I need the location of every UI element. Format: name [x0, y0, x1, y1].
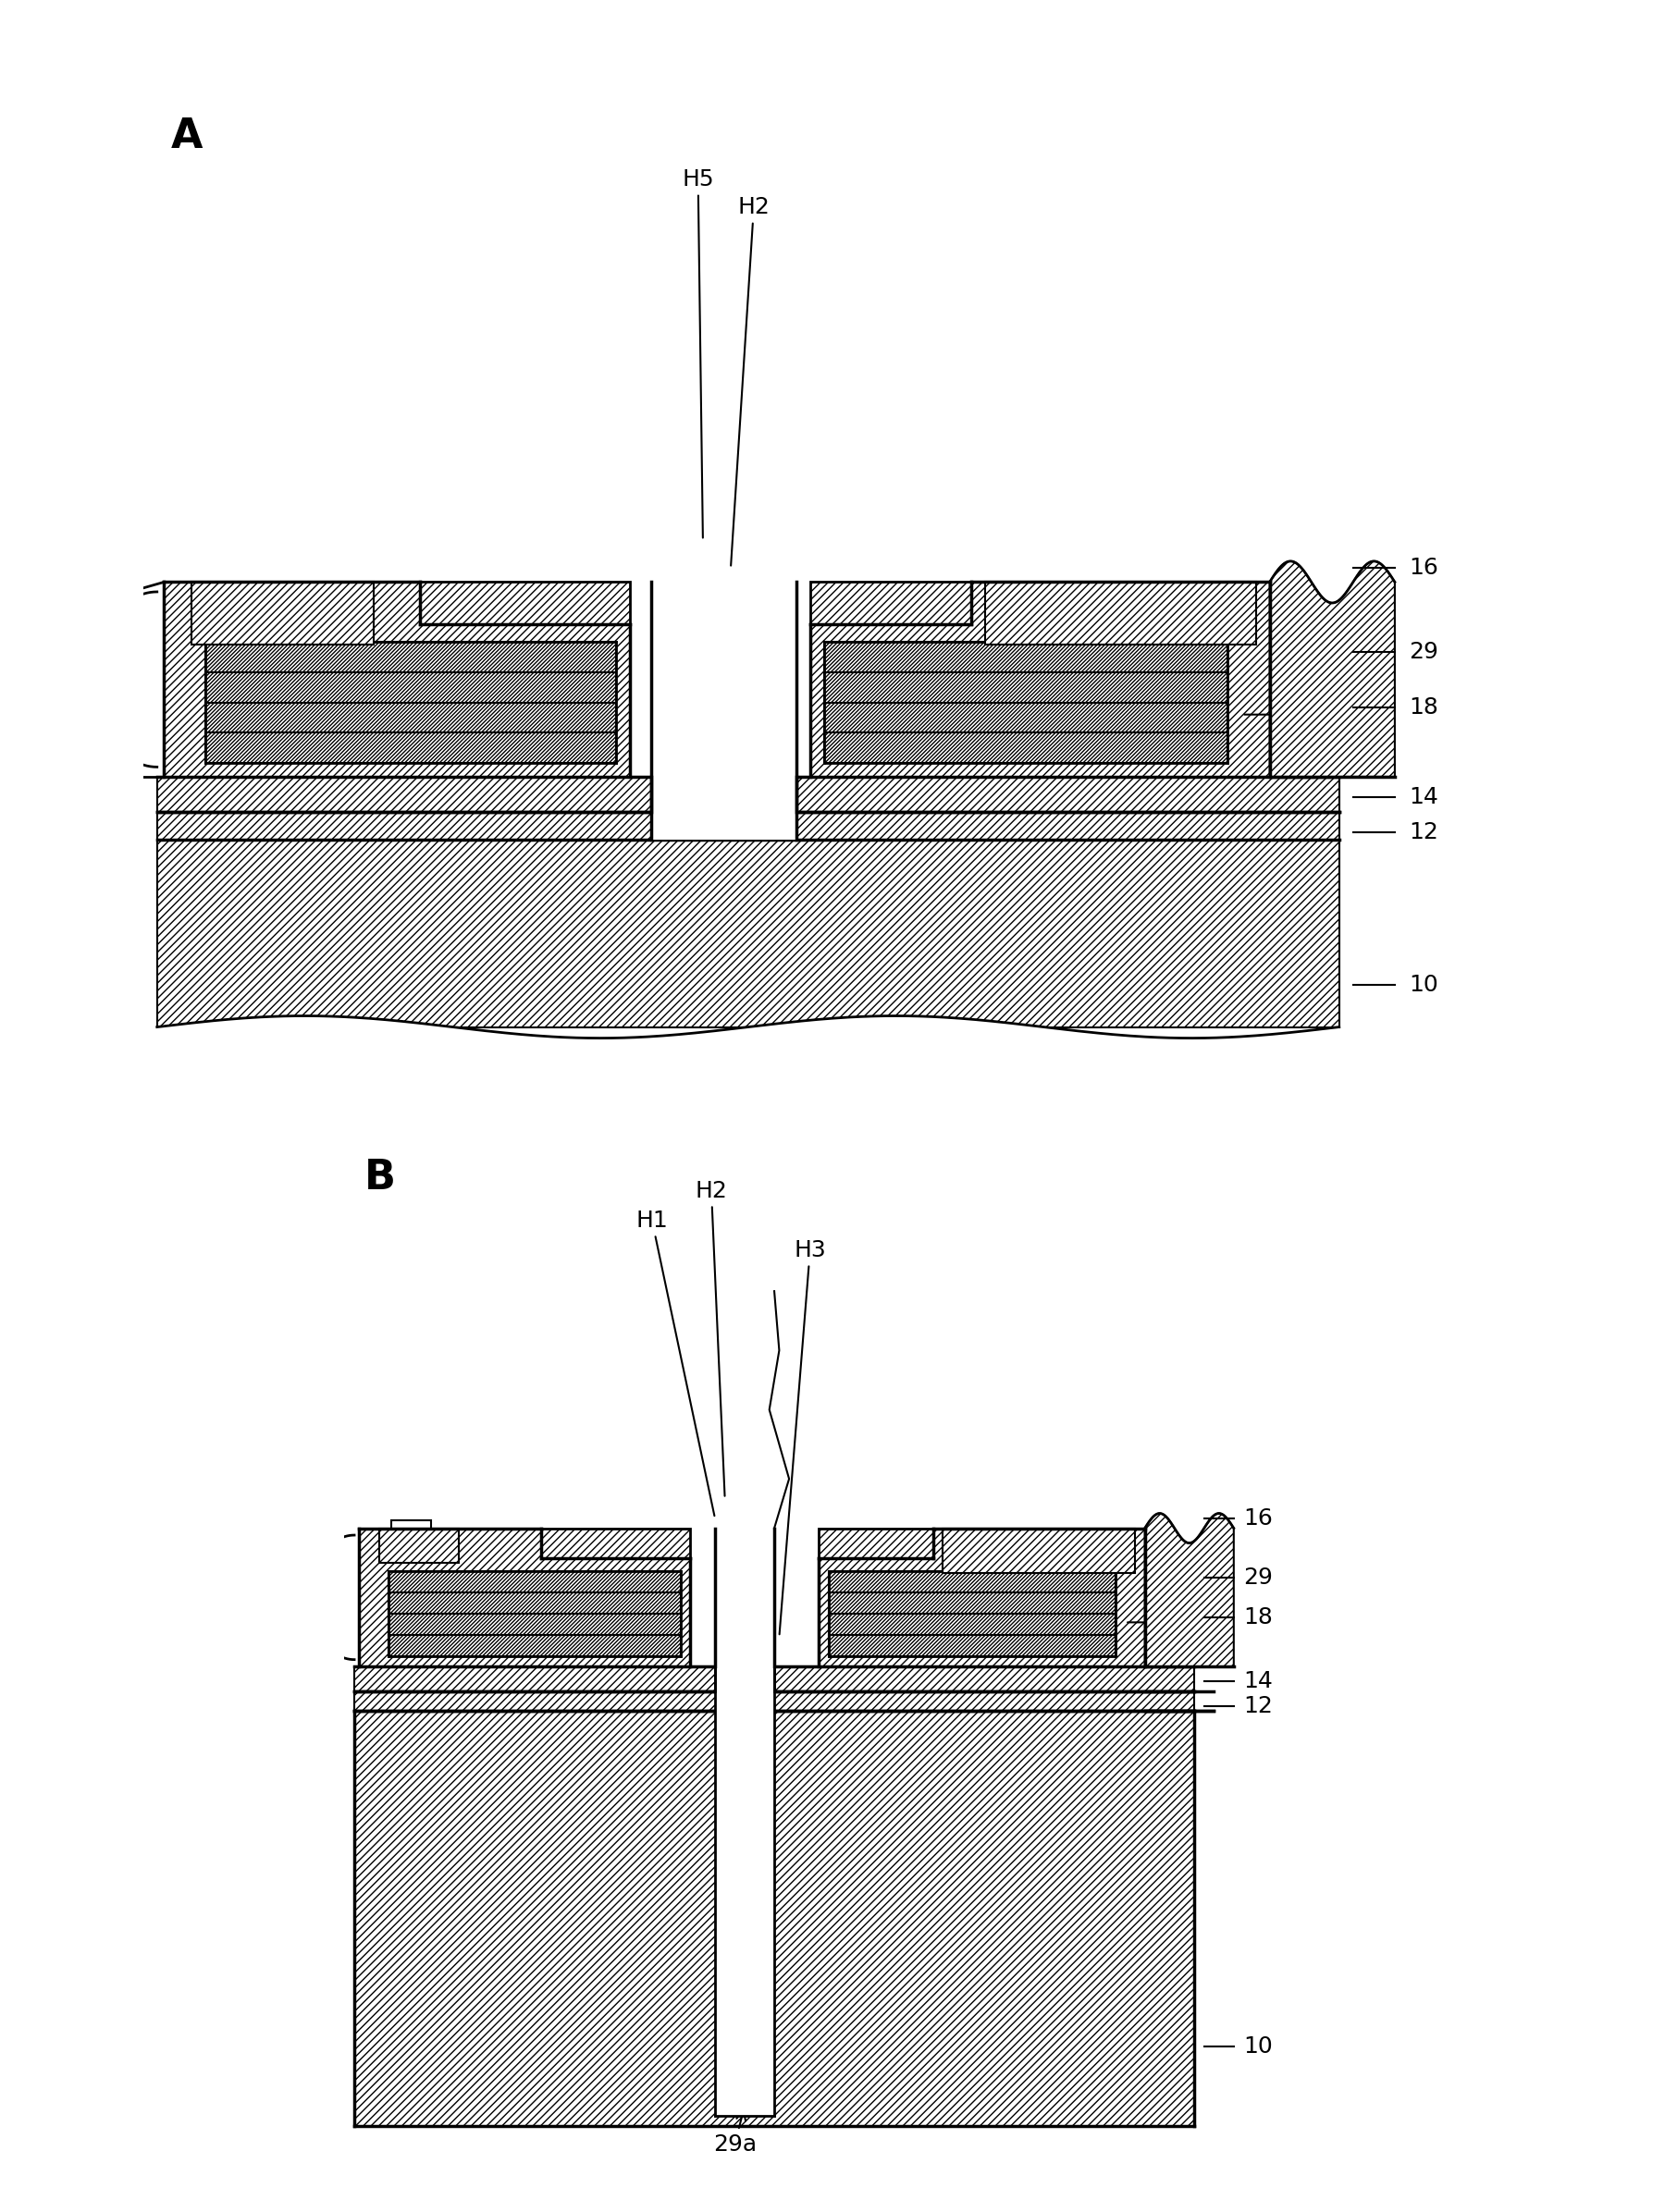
Polygon shape	[158, 1015, 1340, 1062]
Bar	[191, 582, 374, 644]
Bar	[714, 1666, 775, 1692]
Bar	[354, 1666, 1194, 1692]
Text: 10: 10	[1409, 973, 1439, 995]
Bar	[359, 1528, 691, 1666]
Bar	[825, 641, 1228, 763]
Text: 10: 10	[1244, 2035, 1273, 2057]
Bar	[714, 1666, 775, 2117]
Text: 29: 29	[1409, 641, 1439, 664]
Text: 18: 18	[1244, 1606, 1273, 1628]
Bar	[379, 1528, 458, 1564]
Text: H2: H2	[731, 197, 770, 566]
Bar	[206, 641, 615, 763]
Text: 18: 18	[1409, 697, 1439, 719]
Bar	[810, 582, 1269, 776]
Text: 29: 29	[1244, 1566, 1273, 1588]
Bar	[651, 582, 797, 812]
Text: H3: H3	[780, 1239, 827, 1635]
Bar	[158, 838, 1340, 1026]
Text: 16: 16	[1244, 1506, 1273, 1528]
Polygon shape	[1145, 1513, 1234, 1666]
Text: 14: 14	[1409, 787, 1439, 810]
Text: 14: 14	[1244, 1670, 1273, 1692]
Text: H2: H2	[696, 1179, 728, 1495]
Bar	[158, 812, 1340, 838]
Text: 12: 12	[1244, 1694, 1273, 1717]
Bar	[828, 1571, 1115, 1657]
Bar	[354, 1710, 1194, 2126]
Bar	[651, 776, 797, 838]
Bar	[942, 1528, 1135, 1573]
Bar	[354, 1692, 1194, 1710]
Polygon shape	[1269, 562, 1395, 776]
Bar	[714, 1528, 775, 1666]
Text: 16: 16	[1409, 557, 1439, 580]
Bar	[984, 582, 1256, 644]
Text: B: B	[364, 1157, 396, 1197]
Text: A: A	[171, 117, 203, 157]
Text: 29a: 29a	[713, 2110, 756, 2154]
Text: H1: H1	[636, 1210, 714, 1515]
Bar	[391, 1520, 431, 1528]
Bar	[389, 1571, 681, 1657]
Text: H5: H5	[683, 168, 714, 538]
Bar	[818, 1528, 1145, 1666]
Bar	[158, 776, 1340, 812]
Text: 12: 12	[1409, 821, 1439, 843]
Bar	[164, 582, 631, 776]
